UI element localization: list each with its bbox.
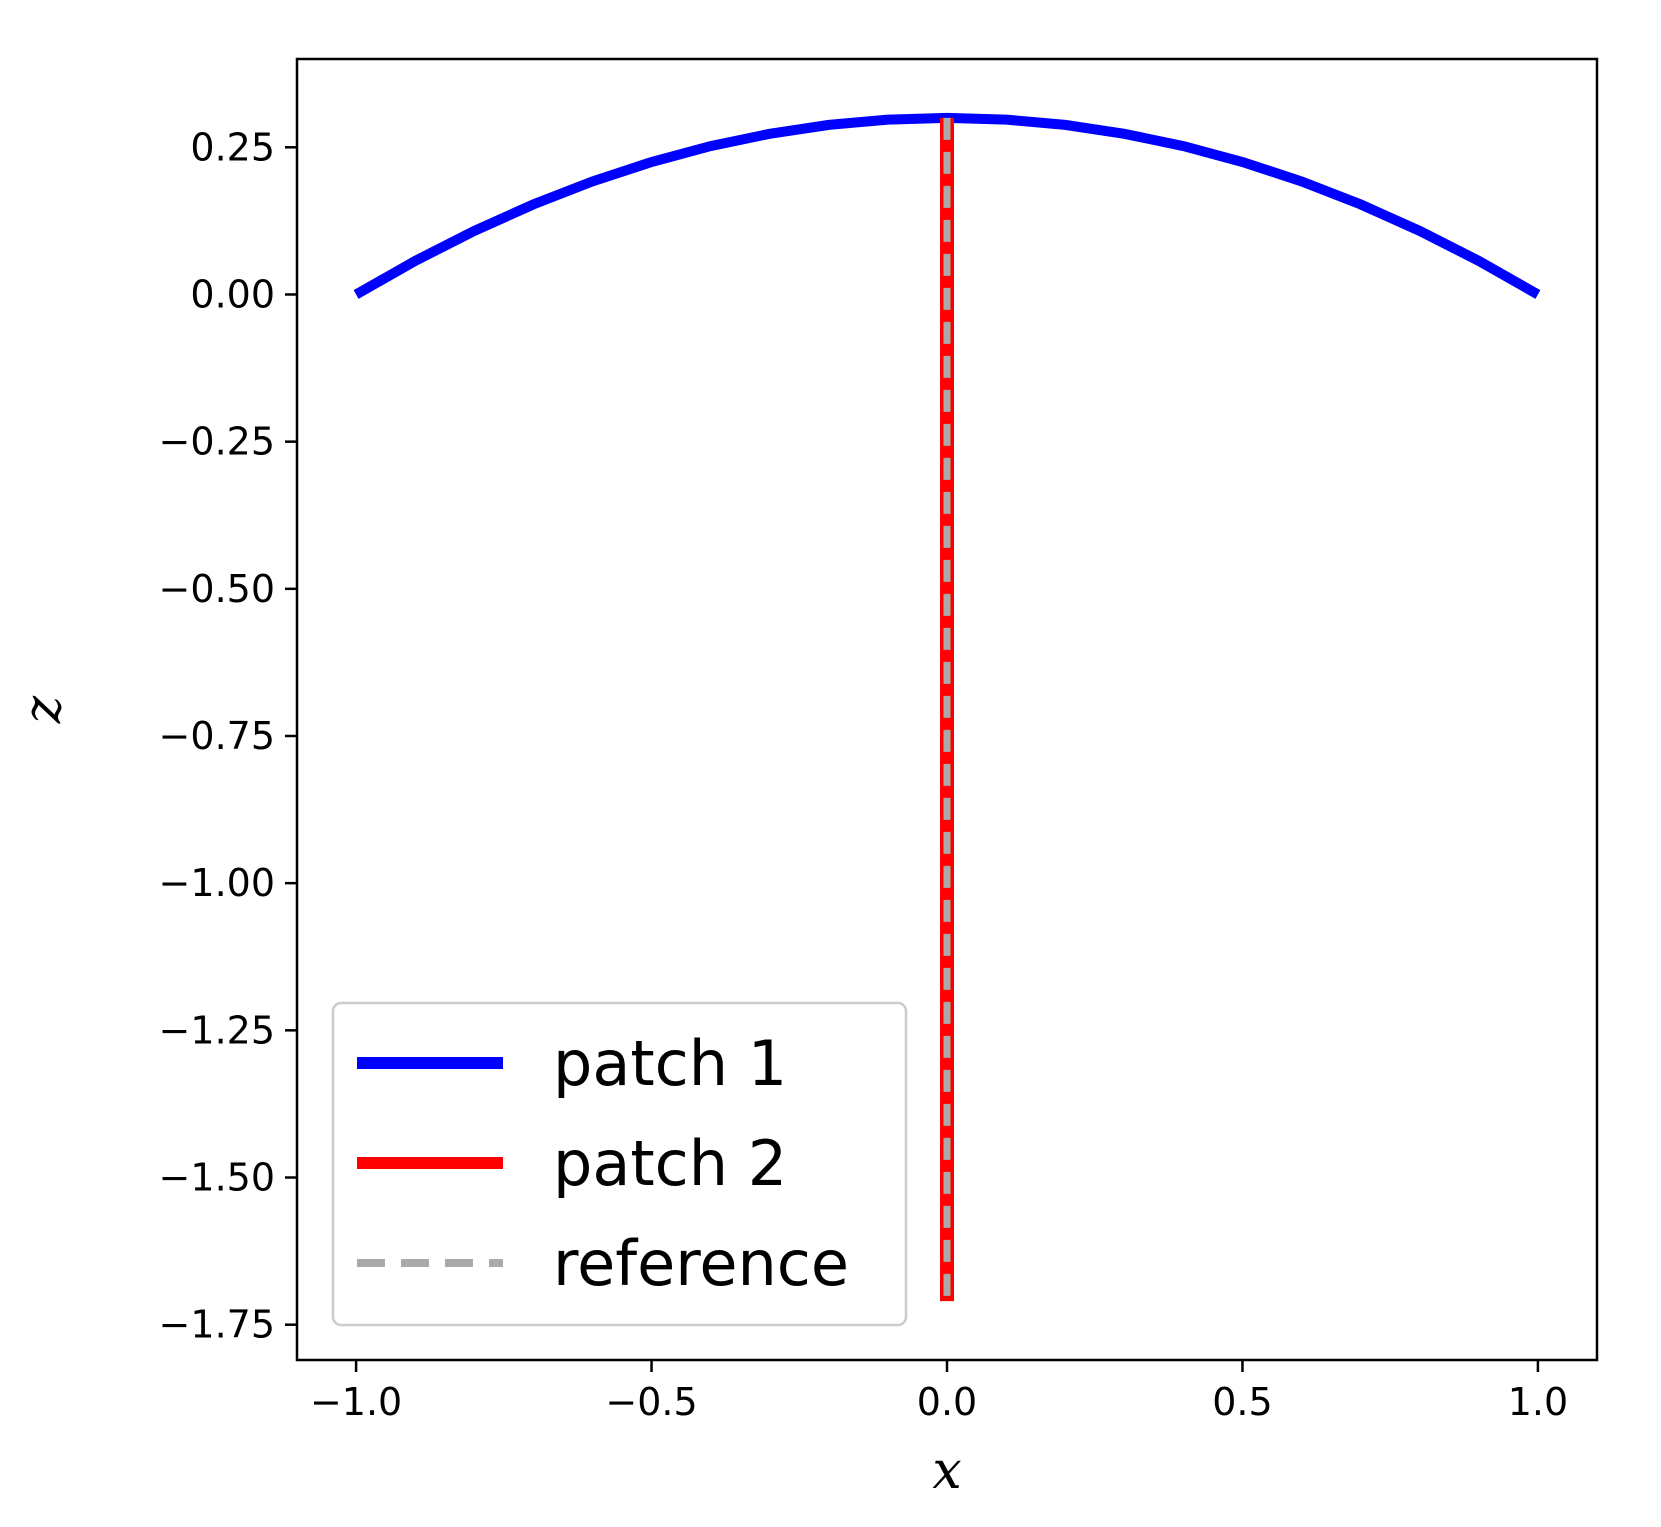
y-tick-label: −1.50 [159, 1156, 275, 1200]
legend-label: patch 2 [553, 1127, 787, 1200]
legend-box [331, 1001, 908, 1327]
y-tick-label: −0.75 [159, 714, 275, 758]
y-tick-label: −0.25 [159, 420, 275, 464]
y-tick-label: −1.75 [159, 1303, 275, 1347]
x-axis-ticks: −1.0 −0.5 0.0 0.5 1.0 [310, 1360, 1568, 1424]
legend-label: reference [553, 1227, 849, 1300]
y-axis-ticks: 0.25 0.00 −0.25 −0.50 −0.75 −1.00 −1.25 −1.50 −1… [159, 125, 297, 1347]
series-layer [353, 112, 1541, 1302]
y-axis-label: z [13, 695, 73, 724]
y-tick-label: 0.00 [190, 272, 275, 316]
x-tick-label: −0.5 [605, 1380, 697, 1424]
y-tick-label: −1.25 [159, 1008, 275, 1052]
x-tick-label: −1.0 [310, 1380, 402, 1424]
x-tick-label: 0.5 [1212, 1380, 1272, 1424]
y-tick-label: 0.25 [190, 125, 275, 169]
legend: patch 1 patch 2 reference [331, 1001, 908, 1327]
x-tick-label: 0.0 [917, 1380, 977, 1424]
legend-label: patch 1 [553, 1027, 787, 1100]
y-tick-label: −1.00 [159, 861, 275, 905]
y-tick-label: −0.50 [159, 567, 275, 611]
x-axis-label: x [932, 1441, 961, 1501]
x-tick-label: 1.0 [1508, 1380, 1568, 1424]
